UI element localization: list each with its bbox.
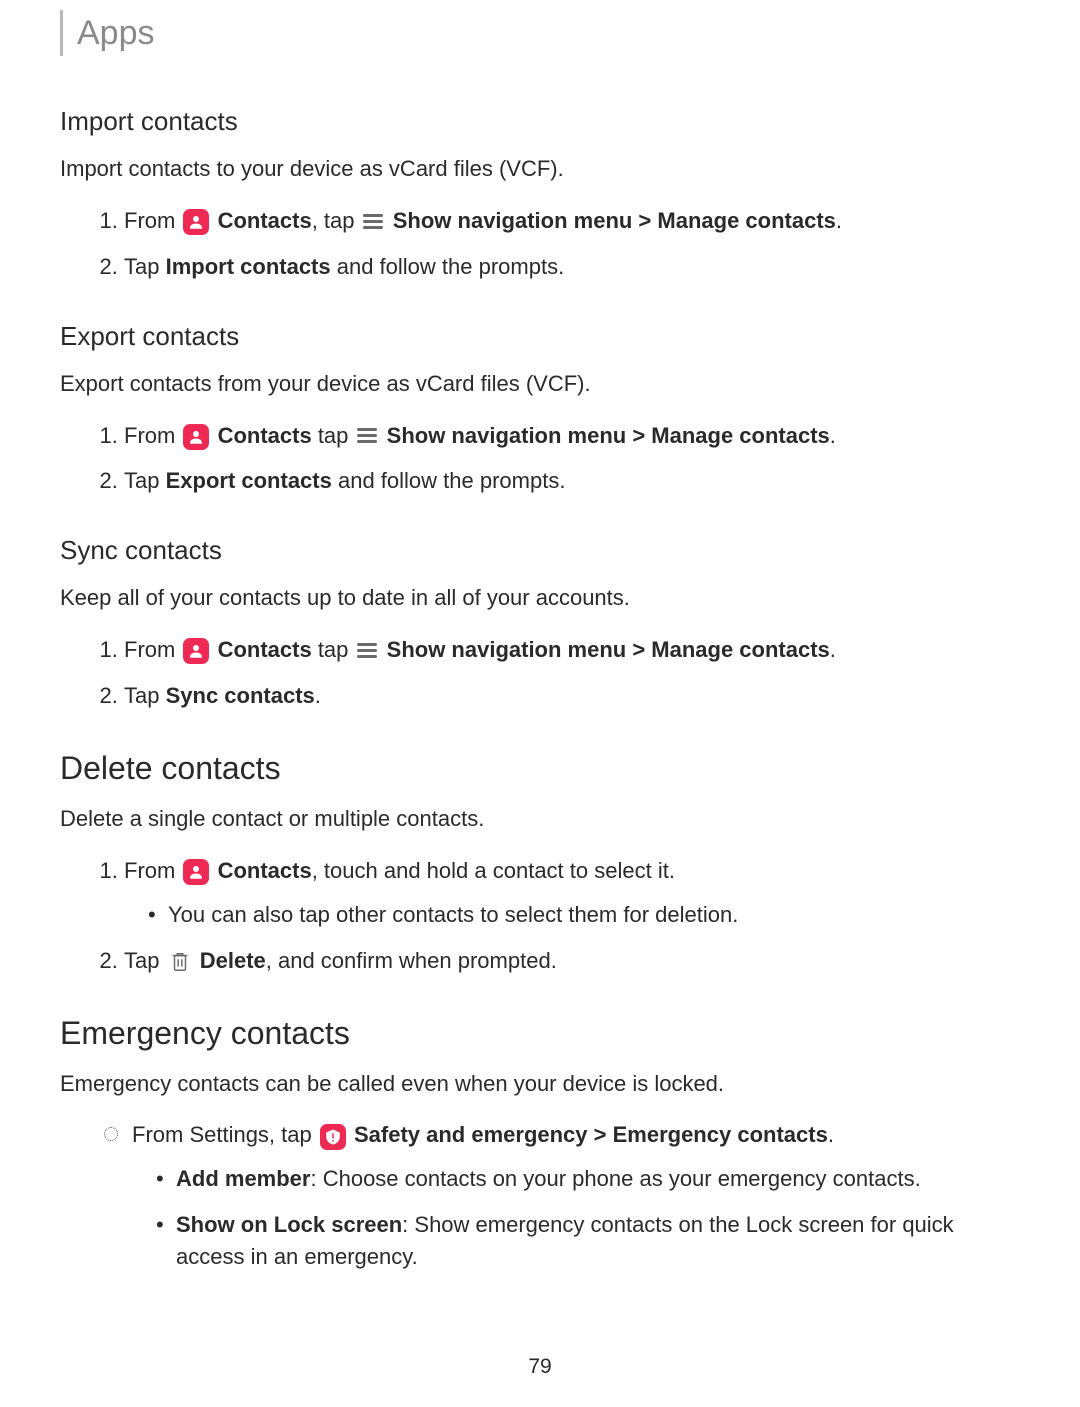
text: .	[836, 208, 842, 233]
text: From Settings, tap	[132, 1122, 318, 1147]
heading-sync-contacts: Sync contacts	[60, 535, 1020, 566]
step-2: Tap Export contacts and follow the promp…	[124, 465, 1020, 497]
page-number: 79	[0, 1355, 1080, 1379]
heading-export-contacts: Export contacts	[60, 321, 1020, 352]
text: tap	[312, 423, 355, 448]
step-2: Tap Sync contacts.	[124, 680, 1020, 712]
substep-add-member: Add member: Choose contacts on your phon…	[156, 1163, 1020, 1195]
steps-sync-contacts: From Contacts tap Show navigation menu >…	[60, 634, 1020, 712]
intro-delete-contacts: Delete a single contact or multiple cont…	[60, 803, 1020, 835]
text: and follow the prompts.	[331, 254, 565, 279]
safety-label: Safety and emergency > Emergency contact…	[354, 1122, 828, 1147]
contacts-label: Contacts	[218, 637, 312, 662]
text: tap	[312, 637, 355, 662]
action-label: Sync contacts	[166, 683, 315, 708]
step-1: From Contacts, touch and hold a contact …	[124, 855, 1020, 931]
text: From	[124, 637, 181, 662]
contacts-icon	[183, 209, 209, 235]
text: From	[124, 423, 181, 448]
heading-delete-contacts: Delete contacts	[60, 750, 1020, 787]
menu-icon	[357, 640, 377, 661]
steps-export-contacts: From Contacts tap Show navigation menu >…	[60, 420, 1020, 498]
intro-import-contacts: Import contacts to your device as vCard …	[60, 153, 1020, 185]
contacts-icon	[183, 424, 209, 450]
text: .	[315, 683, 321, 708]
step-2: Tap Delete, and confirm when prompted.	[124, 945, 1020, 977]
text: From	[124, 858, 181, 883]
section-export-contacts: Export contacts Export contacts from you…	[60, 321, 1020, 498]
menu-label: Show navigation menu > Manage contacts	[387, 637, 830, 662]
text: .	[828, 1122, 834, 1147]
substep-show-lock: Show on Lock screen: Show emergency cont…	[156, 1209, 1020, 1273]
substeps: Add member: Choose contacts on your phon…	[132, 1163, 1020, 1273]
menu-icon	[363, 211, 383, 232]
text: .	[830, 423, 836, 448]
text: From	[124, 208, 181, 233]
menu-label: Show navigation menu > Manage contacts	[393, 208, 836, 233]
trash-icon	[169, 950, 191, 974]
steps-import-contacts: From Contacts, tap Show navigation menu …	[60, 205, 1020, 283]
text: Tap	[124, 683, 166, 708]
label: Add member	[176, 1166, 310, 1191]
section-import-contacts: Import contacts Import contacts to your …	[60, 106, 1020, 283]
page-header-title: Apps	[77, 14, 155, 53]
page-header: Apps	[60, 10, 1020, 56]
steps-emergency-contacts: From Settings, tap Safety and emergency …	[60, 1119, 1020, 1273]
text: and follow the prompts.	[332, 468, 566, 493]
text: , and confirm when prompted.	[266, 948, 557, 973]
menu-label: Show navigation menu > Manage contacts	[387, 423, 830, 448]
heading-emergency-contacts: Emergency contacts	[60, 1015, 1020, 1052]
action-label: Export contacts	[166, 468, 332, 493]
action-label: Delete	[200, 948, 266, 973]
section-sync-contacts: Sync contacts Keep all of your contacts …	[60, 535, 1020, 712]
menu-icon	[357, 425, 377, 446]
contacts-icon	[183, 859, 209, 885]
contacts-icon	[183, 638, 209, 664]
step-2: Tap Import contacts and follow the promp…	[124, 251, 1020, 283]
action-label: Import contacts	[166, 254, 331, 279]
text: , touch and hold a contact to select it.	[312, 858, 675, 883]
heading-import-contacts: Import contacts	[60, 106, 1020, 137]
section-emergency-contacts: Emergency contacts Emergency contacts ca…	[60, 1015, 1020, 1273]
step-1: From Settings, tap Safety and emergency …	[104, 1119, 1020, 1273]
text: Tap	[124, 254, 166, 279]
steps-delete-contacts: From Contacts, touch and hold a contact …	[60, 855, 1020, 977]
text: .	[830, 637, 836, 662]
text: , tap	[312, 208, 361, 233]
contacts-label: Contacts	[218, 208, 312, 233]
intro-emergency-contacts: Emergency contacts can be called even wh…	[60, 1068, 1020, 1100]
substep: You can also tap other contacts to selec…	[148, 899, 1020, 931]
substeps: You can also tap other contacts to selec…	[124, 899, 1020, 931]
contacts-label: Contacts	[218, 423, 312, 448]
label: Show on Lock screen	[176, 1212, 402, 1237]
step-1: From Contacts tap Show navigation menu >…	[124, 634, 1020, 666]
text: Tap	[124, 948, 166, 973]
step-1: From Contacts tap Show navigation menu >…	[124, 420, 1020, 452]
section-delete-contacts: Delete contacts Delete a single contact …	[60, 750, 1020, 977]
intro-export-contacts: Export contacts from your device as vCar…	[60, 368, 1020, 400]
contacts-label: Contacts	[218, 858, 312, 883]
text: Tap	[124, 468, 166, 493]
text: : Choose contacts on your phone as your …	[310, 1166, 920, 1191]
safety-icon	[320, 1124, 346, 1150]
intro-sync-contacts: Keep all of your contacts up to date in …	[60, 582, 1020, 614]
step-1: From Contacts, tap Show navigation menu …	[124, 205, 1020, 237]
